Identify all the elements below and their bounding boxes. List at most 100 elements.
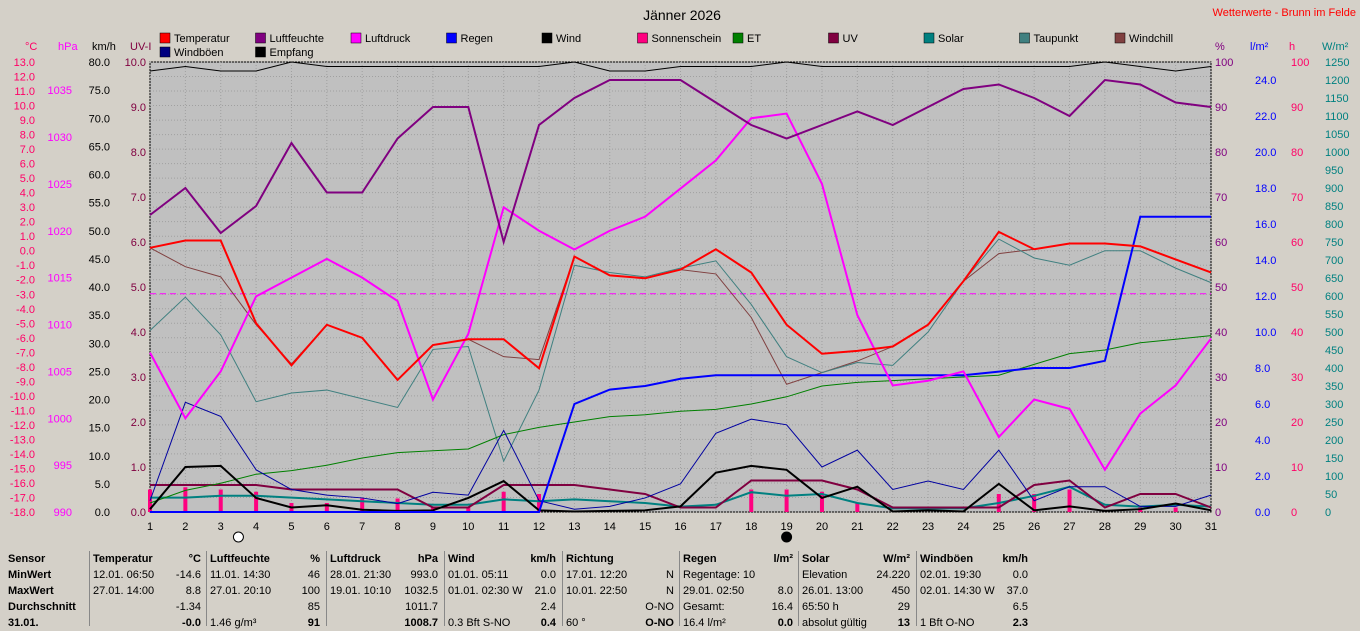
series-taupunkt (149, 238, 1212, 463)
axis-tick-solar: 1100 (1325, 111, 1349, 123)
table-header-unit: l/m² (773, 553, 793, 565)
axis-unit-wind: km/h (92, 41, 116, 53)
axis-tick-rain: 24.0 (1255, 75, 1276, 87)
x-tick-label: 9 (430, 521, 436, 533)
axis-tick-humidity: 70 (1215, 192, 1227, 204)
axis-tick-temp: -12.0 (10, 420, 35, 432)
axis-tick-wind: 5.0 (95, 479, 110, 491)
axis-tick-rain: 14.0 (1255, 255, 1276, 267)
table-cell: 0.3 Bft S-NO 0.4 (448, 615, 556, 631)
series-wind (149, 464, 1212, 513)
x-tick-label: 23 (922, 521, 934, 533)
table-cell: 12.01. 06:50 -14.6 (93, 567, 201, 583)
table-cell: 1.46 g/m³ 91 (210, 615, 320, 631)
axis-tick-humidity: 90 (1215, 102, 1227, 114)
table-separator (89, 551, 90, 626)
table-cell: 02.01. 14:30 W 37.0 (920, 583, 1028, 599)
table-cell-label: 60 ° (566, 617, 586, 629)
x-tick-label: 30 (1170, 521, 1182, 533)
axis-tick-solar: 1250 (1325, 57, 1349, 69)
table-cell-value: 6.5 (1012, 601, 1028, 613)
legend-label-luftdruck: Luftdruck (365, 33, 411, 45)
x-tick-label: 10 (462, 521, 474, 533)
axis-tick-rain: 16.0 (1255, 219, 1276, 231)
table-cell-label: 0.3 Bft S-NO (448, 617, 511, 629)
axis-tick-wind: 65.0 (89, 141, 110, 153)
table-cell: -0.0 (93, 615, 201, 631)
table-cell-value: N (666, 585, 674, 597)
table-cell-value: -1.34 (175, 601, 201, 613)
table-cell-label: 02.01. 14:30 W (920, 585, 995, 597)
table-cell-value: -0.0 (182, 617, 201, 629)
axis-unit-rain: l/m² (1250, 41, 1269, 53)
legend-swatch-et (732, 32, 744, 44)
axis-tick-wind: 10.0 (89, 451, 110, 463)
axis-tick-sun: 60 (1291, 237, 1303, 249)
table-cell: 85 (210, 599, 320, 615)
table-cell: 26.01. 13:00 450 (802, 583, 910, 599)
legend-swatch-luftfeuchte (255, 32, 266, 44)
table-cell-value: 1011.7 (405, 601, 438, 613)
table-cell: 19.01. 10:10 1032.5 (330, 583, 438, 599)
table-header-label: Luftfeuchte (210, 553, 270, 565)
table-column-wind: Wind km/h 01.01. 05:11 0.0 01.01. 02:30 W 21.… (444, 551, 556, 631)
x-tick-label: 2 (182, 521, 188, 533)
axis-tick-temp: -2.0 (16, 275, 35, 287)
table-separator (562, 551, 563, 626)
table-cell: 29.01. 02:50 8.0 (683, 583, 793, 599)
table-cell-value: 24.220 (876, 569, 910, 581)
table-cell-value: 85 (307, 601, 320, 613)
table-separator (326, 551, 327, 626)
axis-tick-uv: 9.0 (131, 102, 146, 114)
table-separator (206, 551, 207, 626)
table-cell-value: 37.0 (1006, 585, 1028, 597)
table-cell-label: 26.01. 13:00 (802, 585, 864, 597)
axis-tick-temp: -11.0 (11, 405, 35, 417)
table-cell-label: 27.01. 14:00 (93, 585, 155, 597)
table-separator (798, 551, 799, 626)
axis-tick-solar: 1200 (1325, 75, 1349, 87)
axis-tick-solar: 1050 (1325, 129, 1349, 141)
table-cell-value: 1008.7 (404, 617, 438, 629)
table-cell-value: 0.4 (540, 617, 556, 629)
table-cell: MinWert (8, 569, 52, 581)
series-temperatur (149, 230, 1212, 382)
axis-tick-temp: -5.0 (16, 318, 35, 330)
axis-tick-solar: 600 (1325, 291, 1343, 303)
axis-tick-humidity: 10 (1215, 462, 1227, 474)
legend-swatch-temperatur (159, 32, 171, 44)
axis-tick-rain: 20.0 (1255, 147, 1276, 159)
x-tick-label: 22 (887, 521, 899, 533)
table-separator (444, 551, 445, 626)
legend-label-wind: Wind (556, 33, 581, 45)
x-tick-label: 27 (1063, 521, 1075, 533)
table-cell-value: 0.0 (777, 617, 793, 629)
table-header-label: Luftdruck (330, 553, 381, 565)
axis-tick-wind: 60.0 (89, 170, 110, 182)
axis-tick-pressure: 1015 (48, 273, 72, 285)
legend-label-luftfeuchte: Luftfeuchte (270, 33, 324, 45)
x-tick-label: 6 (324, 521, 330, 533)
table-cell: Regentage: 10 (683, 567, 793, 583)
axis-tick-temp: -16.0 (10, 478, 35, 490)
axis-tick-solar: 650 (1325, 273, 1343, 285)
table-header-label: Sensor (8, 553, 46, 565)
axis-tick-pressure: 990 (54, 507, 72, 519)
axis-tick-solar: 50 (1325, 489, 1337, 501)
axis-tick-solar: 200 (1325, 435, 1343, 447)
table-header: Luftfeuchte% (210, 551, 320, 567)
axis-tick-solar: 900 (1325, 183, 1343, 195)
legend-label-taupunkt: Taupunkt (1034, 33, 1079, 45)
x-tick-label: 25 (993, 521, 1005, 533)
sunshine-bar (183, 487, 188, 512)
table-cell-value: 91 (307, 617, 320, 629)
axis-tick-rain: 6.0 (1255, 399, 1270, 411)
table-header: Solar W/m² (802, 551, 910, 567)
axis-unit-sun: h (1289, 41, 1295, 53)
axis-tick-temp: -1.0 (16, 260, 35, 272)
axis-tick-uv: 0.0 (131, 507, 146, 519)
axis-tick-temp: 6.0 (20, 159, 35, 171)
axis-tick-sun: 30 (1291, 372, 1303, 384)
axis-tick-uv: 3.0 (131, 372, 146, 384)
table-cell-value: 29 (897, 601, 910, 613)
